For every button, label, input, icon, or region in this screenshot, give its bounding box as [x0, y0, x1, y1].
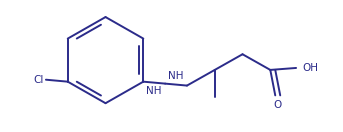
Text: NH: NH — [168, 71, 184, 81]
Text: NH: NH — [146, 86, 162, 96]
Text: Cl: Cl — [34, 75, 44, 85]
Text: O: O — [273, 100, 281, 110]
Text: OH: OH — [302, 63, 318, 73]
